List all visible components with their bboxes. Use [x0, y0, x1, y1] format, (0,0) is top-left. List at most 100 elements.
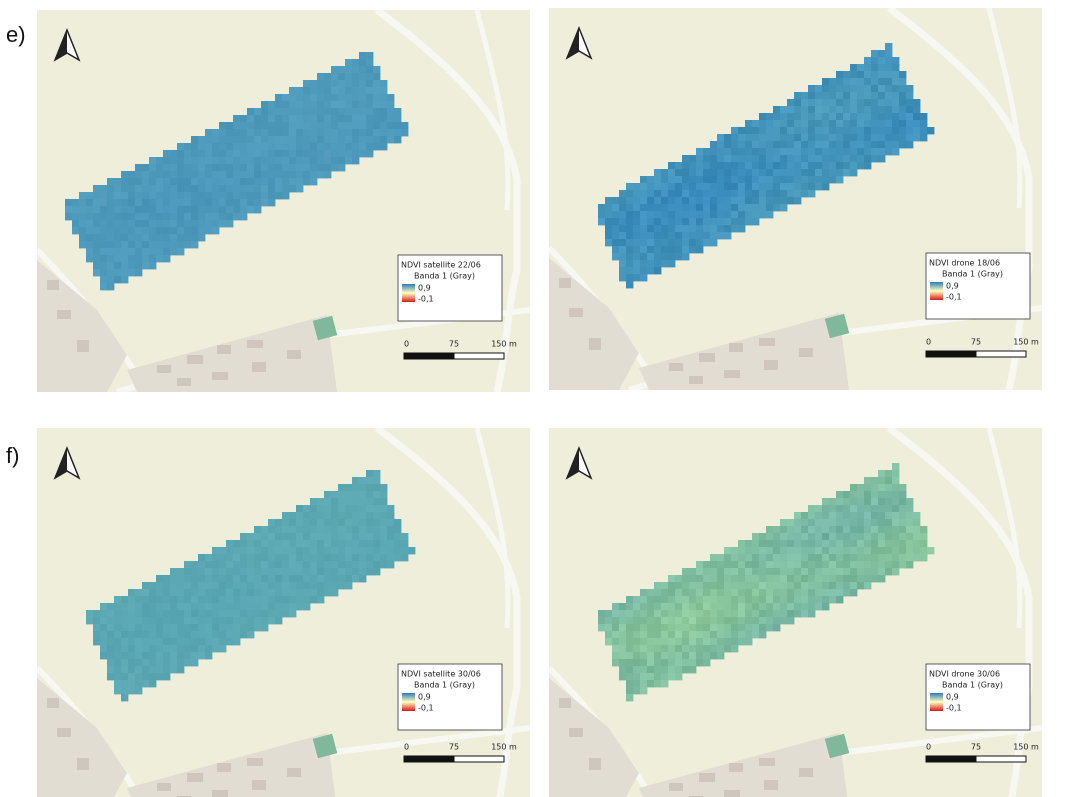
- raster-cell: [878, 547, 885, 554]
- raster-cell: [142, 206, 149, 213]
- raster-cell: [612, 204, 619, 211]
- raster-cell: [268, 101, 275, 108]
- raster-cell: [65, 199, 72, 206]
- raster-cell: [121, 680, 128, 687]
- raster-cell: [303, 108, 310, 115]
- raster-cell: [121, 276, 128, 283]
- raster-cell: [773, 624, 780, 631]
- raster-cell: [268, 533, 275, 540]
- raster-cell: [808, 554, 815, 561]
- raster-cell: [829, 113, 836, 120]
- raster-cell: [857, 113, 864, 120]
- raster-cell: [170, 589, 177, 596]
- raster-cell: [682, 596, 689, 603]
- raster-cell: [135, 659, 142, 666]
- raster-cell: [373, 73, 380, 80]
- raster-cell: [128, 666, 135, 673]
- raster-cell: [773, 589, 780, 596]
- raster-cell: [703, 211, 710, 218]
- raster-cell: [892, 533, 899, 540]
- raster-cell: [212, 568, 219, 575]
- raster-cell: [93, 206, 100, 213]
- raster-cell: [850, 71, 857, 78]
- raster-cell: [836, 526, 843, 533]
- raster-cell: [282, 568, 289, 575]
- raster-cell: [633, 666, 640, 673]
- raster-cell: [352, 519, 359, 526]
- raster-cell: [619, 218, 626, 225]
- raster-cell: [240, 533, 247, 540]
- raster-cell: [822, 169, 829, 176]
- raster-cell: [219, 645, 226, 652]
- raster-cell: [296, 164, 303, 171]
- raster-cell: [170, 206, 177, 213]
- raster-cell: [717, 582, 724, 589]
- raster-cell: [226, 129, 233, 136]
- raster-cell: [261, 101, 268, 108]
- raster-cell: [920, 134, 927, 141]
- raster-cell: [815, 106, 822, 113]
- raster-cell: [801, 113, 808, 120]
- raster-cell: [373, 561, 380, 568]
- raster-cell: [878, 127, 885, 134]
- raster-cell: [324, 547, 331, 554]
- raster-cell: [219, 143, 226, 150]
- raster-cell: [675, 631, 682, 638]
- raster-cell: [331, 561, 338, 568]
- raster-cell: [864, 120, 871, 127]
- raster-cell: [366, 87, 373, 94]
- raster-cell: [780, 575, 787, 582]
- raster-cell: [114, 652, 121, 659]
- raster-cell: [205, 136, 212, 143]
- raster-cell: [373, 122, 380, 129]
- raster-cell: [878, 568, 885, 575]
- raster-cell: [752, 134, 759, 141]
- raster-cell: [878, 519, 885, 526]
- raster-cell: [675, 239, 682, 246]
- raster-cell: [261, 178, 268, 185]
- raster-cell: [836, 540, 843, 547]
- raster-cell: [205, 603, 212, 610]
- raster-cell: [107, 617, 114, 624]
- raster-cell: [198, 582, 205, 589]
- raster-cell: [927, 547, 934, 554]
- raster-cell: [815, 183, 822, 190]
- raster-cell: [892, 491, 899, 498]
- raster-cell: [149, 227, 156, 234]
- raster-cell: [640, 610, 647, 617]
- raster-cell: [198, 638, 205, 645]
- raster-cell: [261, 185, 268, 192]
- raster-cell: [100, 199, 107, 206]
- raster-cell: [268, 540, 275, 547]
- raster-cell: [205, 157, 212, 164]
- raster-cell: [310, 596, 317, 603]
- raster-cell: [619, 204, 626, 211]
- raster-cell: [324, 575, 331, 582]
- raster-cell: [682, 232, 689, 239]
- raster-cell: [731, 561, 738, 568]
- raster-cell: [885, 85, 892, 92]
- raster-cell: [864, 498, 871, 505]
- raster-cell: [787, 533, 794, 540]
- raster-cell: [752, 610, 759, 617]
- raster-cell: [857, 134, 864, 141]
- raster-cell: [79, 241, 86, 248]
- raster-cell: [261, 589, 268, 596]
- raster-cell: [338, 561, 345, 568]
- scale-black: [926, 756, 976, 762]
- raster-cell: [640, 617, 647, 624]
- raster-cell: [149, 680, 156, 687]
- raster-cell: [205, 561, 212, 568]
- raster-cell: [100, 638, 107, 645]
- raster-cell: [822, 568, 829, 575]
- raster-cell: [247, 164, 254, 171]
- raster-cell: [696, 638, 703, 645]
- raster-cell: [177, 666, 184, 673]
- raster-cell: [275, 94, 282, 101]
- raster-cell: [675, 659, 682, 666]
- raster-cell: [156, 220, 163, 227]
- raster-cell: [86, 192, 93, 199]
- raster-cell: [857, 575, 864, 582]
- legend-max: 0,9: [418, 284, 431, 293]
- raster-cell: [878, 554, 885, 561]
